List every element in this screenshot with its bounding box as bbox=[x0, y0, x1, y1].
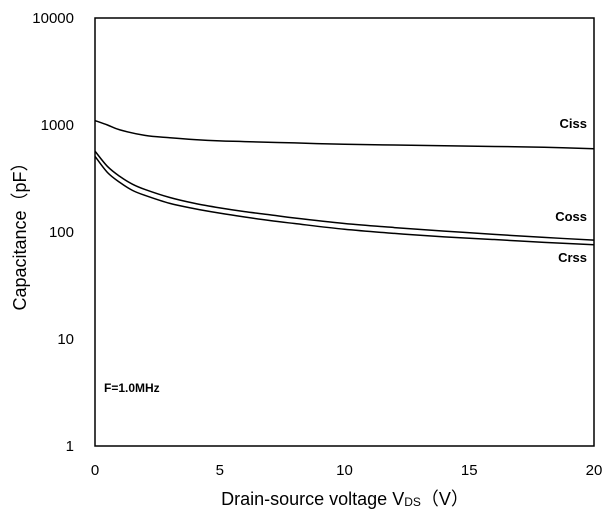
y-axis-ticks: 1 10 100 1000 10000 bbox=[32, 10, 74, 455]
y-axis-title: Capacitance（pF） bbox=[10, 153, 30, 310]
y-tick-label: 10 bbox=[57, 331, 74, 348]
y-tick-label: 10000 bbox=[32, 10, 74, 27]
y-tick-label: 100 bbox=[49, 224, 74, 241]
x-axis-ticks: 0 5 10 15 20 bbox=[91, 462, 603, 479]
series-labels: Ciss Coss Crss bbox=[555, 116, 587, 265]
x-axis-title-subscript: DS bbox=[404, 495, 421, 509]
y-tick-label: 1 bbox=[66, 438, 74, 455]
x-tick-label: 0 bbox=[91, 462, 99, 479]
x-tick-label: 10 bbox=[336, 462, 353, 479]
x-tick-label: 15 bbox=[461, 462, 478, 479]
series-lines bbox=[94, 119, 595, 246]
frequency-annotation: F=1.0MHz bbox=[104, 381, 160, 395]
series-label-ciss: Ciss bbox=[560, 116, 587, 131]
x-axis-title-main: Drain-source voltage V bbox=[221, 489, 404, 509]
x-axis-title: Drain-source voltage VDS（V） bbox=[221, 489, 469, 509]
y-tick-label: 1000 bbox=[41, 117, 74, 134]
series-line-ciss bbox=[94, 119, 595, 150]
series-label-coss: Coss bbox=[555, 209, 587, 224]
x-tick-label: 5 bbox=[216, 462, 224, 479]
series-line-crss bbox=[94, 155, 595, 246]
x-tick-label: 20 bbox=[586, 462, 603, 479]
series-label-crss: Crss bbox=[558, 250, 587, 265]
x-axis-title-unit: （V） bbox=[421, 489, 469, 509]
plot-frame bbox=[94, 17, 595, 447]
series-line-coss bbox=[94, 150, 595, 241]
